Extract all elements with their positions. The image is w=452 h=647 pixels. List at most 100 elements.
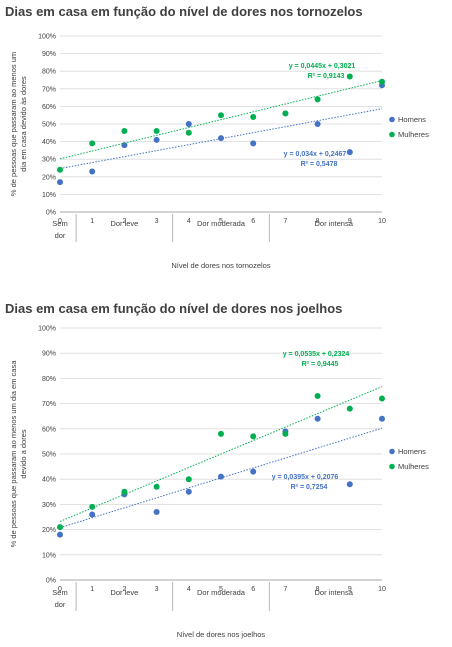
y-tick-label: 90% — [42, 51, 56, 58]
trend-equation: y = 0,034x + 0,2467 — [284, 151, 347, 158]
legend-entry: Homens — [398, 447, 426, 456]
data-point — [185, 476, 192, 483]
chart-title: Dias em casa em função do nível de dores… — [5, 4, 363, 19]
trend-r2: R² = 0,9445 — [302, 361, 339, 368]
trend-r2: R² = 0,7254 — [291, 484, 328, 491]
y-tick-label: 50% — [42, 122, 56, 129]
x-tick-label: 1 — [90, 586, 94, 593]
x-tick-label: 9 — [348, 586, 352, 593]
data-point — [185, 488, 192, 495]
trend-r2: R² = 0,5478 — [301, 161, 338, 168]
data-point — [314, 415, 321, 422]
x-tick-label: 4 — [187, 218, 191, 225]
y-tick-label: 0% — [46, 210, 56, 217]
data-point — [185, 129, 192, 136]
data-point — [153, 508, 160, 515]
legend-entry: Mulheres — [398, 130, 429, 139]
x-tick-label: 6 — [251, 218, 255, 225]
data-point — [89, 511, 96, 518]
category-label-sem-dor: Sem dor — [52, 219, 67, 240]
trend-equation: y = 0,0535x + 0,2324 — [283, 351, 350, 358]
x-tick-label: 8 — [316, 218, 320, 225]
data-point — [314, 121, 321, 127]
y-tick-label: 80% — [42, 69, 56, 76]
category-label: Dor moderada — [197, 588, 246, 597]
data-point — [346, 481, 353, 488]
x-tick-label: 1 — [90, 218, 94, 225]
y-tick-label: 80% — [42, 376, 56, 383]
y-tick-label: 30% — [42, 157, 56, 164]
x-tick-label: 10 — [378, 218, 386, 225]
data-point — [218, 473, 224, 480]
data-point — [153, 128, 160, 135]
data-point — [282, 430, 289, 437]
y-tick-label: 70% — [42, 401, 56, 408]
y-tick-label: 40% — [42, 139, 56, 146]
category-label-sem-dor: Sem dor — [52, 588, 67, 609]
x-tick-label: 7 — [283, 586, 287, 593]
data-point — [314, 393, 321, 400]
data-point — [121, 142, 128, 149]
data-point — [346, 149, 353, 156]
x-tick-label: 6 — [251, 586, 255, 593]
y-tick-label: 60% — [42, 426, 56, 433]
series-homens: y = 0,0395x + 0,2076 R² = 0,7254 — [57, 415, 385, 538]
data-point — [250, 140, 257, 147]
x-tick-label: 9 — [348, 218, 352, 225]
y-tick-label: 0% — [46, 578, 56, 585]
x-tick-label: 5 — [219, 218, 223, 225]
data-point — [89, 140, 96, 147]
data-point — [121, 128, 128, 135]
data-point — [57, 179, 63, 186]
legend-entry: Mulheres — [398, 462, 429, 471]
x-axis-label: Nível de dores nos tornozelos — [171, 261, 270, 270]
data-point — [346, 73, 353, 80]
y-axis-label: % de pessoas que passaram ao menos umdia… — [9, 52, 28, 196]
data-point — [218, 112, 224, 119]
y-tick-label: 70% — [42, 86, 56, 93]
trendline — [59, 108, 383, 170]
series-mulheres: y = 0,0445x + 0,3021 R² = 0,9143 — [57, 63, 385, 173]
data-point — [57, 166, 63, 173]
legend-marker — [389, 463, 395, 470]
category-label: Dor moderada — [197, 219, 246, 228]
y-tick-label: 20% — [42, 174, 56, 181]
x-tick-label: 8 — [316, 586, 320, 593]
category-label: Dor leve — [110, 588, 138, 597]
x-tick-label: 2 — [122, 218, 126, 225]
series-mulheres: y = 0,0535x + 0,2324 R² = 0,9445 — [57, 351, 385, 531]
data-point — [218, 430, 224, 437]
legend-marker — [389, 116, 395, 123]
data-point — [153, 136, 160, 143]
y-tick-label: 100% — [38, 34, 56, 41]
trend-equation: y = 0,0395x + 0,2076 — [272, 474, 339, 481]
x-tick-label: 3 — [155, 218, 159, 225]
data-point — [185, 121, 192, 127]
x-tick-label: 10 — [378, 586, 386, 593]
data-point — [57, 531, 63, 538]
x-tick-label: 7 — [283, 218, 287, 225]
data-point — [89, 168, 96, 175]
data-point — [379, 78, 385, 85]
data-point — [89, 503, 96, 510]
chart-2: Dias em casa em função do nível de dores… — [5, 301, 429, 639]
data-point — [250, 433, 257, 440]
x-tick-label: 0 — [58, 586, 62, 593]
data-point — [218, 135, 224, 142]
data-point — [250, 468, 257, 475]
category-label: Dor intensa — [315, 219, 354, 228]
data-point — [314, 96, 321, 103]
x-tick-label: 2 — [122, 586, 126, 593]
y-tick-label: 90% — [42, 351, 56, 358]
chart-title: Dias em casa em função do nível de dores… — [5, 301, 342, 316]
y-axis-label: % de pessoas que passaram ao menos um di… — [9, 360, 28, 548]
legend-marker — [389, 131, 395, 138]
y-tick-label: 60% — [42, 104, 56, 111]
y-tick-label: 30% — [42, 502, 56, 509]
data-point — [346, 405, 353, 412]
x-tick-label: 4 — [187, 586, 191, 593]
x-axis-label: Nível de dores nos joelhos — [177, 630, 266, 639]
trend-equation: y = 0,0445x + 0,3021 — [289, 63, 356, 70]
x-tick-label: 3 — [155, 586, 159, 593]
